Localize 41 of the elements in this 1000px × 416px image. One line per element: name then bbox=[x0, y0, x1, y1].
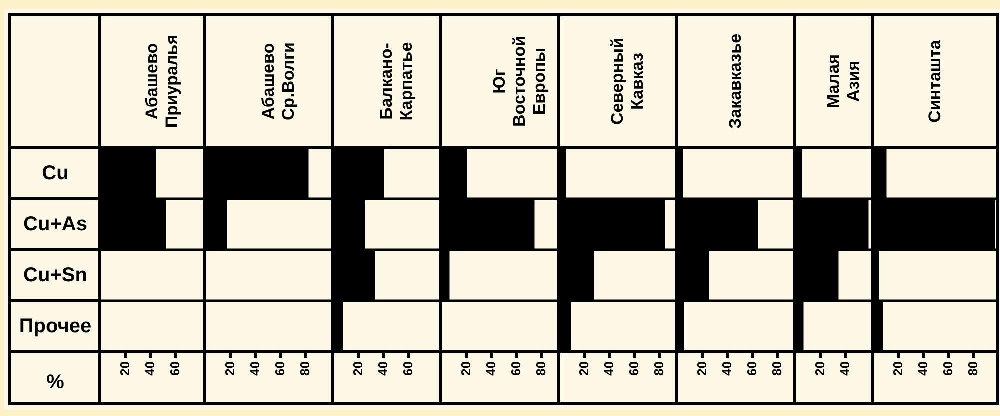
x-tick-label: 40 bbox=[720, 362, 734, 376]
x-tick-label: 40 bbox=[484, 362, 498, 376]
x-tick-label: 40 bbox=[376, 362, 390, 376]
x-tick-label: 60 bbox=[168, 362, 182, 376]
x-tick-label: 60 bbox=[940, 362, 956, 376]
x-tick-label: 20 bbox=[118, 362, 132, 376]
x-tick-label: 20 bbox=[890, 362, 906, 376]
x-axis-title: % bbox=[46, 372, 65, 394]
x-tick-label: 80 bbox=[770, 362, 784, 376]
x-tick-label: 80 bbox=[652, 362, 666, 376]
x-tick-label: 20 bbox=[694, 362, 710, 376]
y-tick-label: Cu bbox=[42, 162, 69, 184]
chart-title: Балкано-Карпатье bbox=[376, 42, 416, 121]
x-tick-label: 80 bbox=[966, 362, 980, 376]
chart-title: Малая Азия bbox=[824, 54, 863, 108]
x-tick-label: 40 bbox=[248, 362, 262, 376]
x-tick-label: 80 bbox=[534, 362, 548, 376]
chart-title: Синташта bbox=[926, 40, 944, 123]
x-tick-label: 60 bbox=[272, 362, 288, 376]
x-tick-label: 80 bbox=[298, 362, 312, 376]
x-tick-label: 40 bbox=[916, 362, 930, 376]
x-tick-label: 20 bbox=[350, 362, 366, 376]
x-tick-label: 20 bbox=[222, 362, 238, 376]
x-tick-label: 60 bbox=[508, 362, 524, 376]
y-tick-label: Прочее bbox=[19, 316, 92, 338]
x-tick-label: 20 bbox=[576, 362, 592, 376]
x-tick-label: 60 bbox=[744, 362, 760, 376]
x-tick-label: 60 bbox=[400, 362, 416, 376]
chart-title: Юг Восточной Европы bbox=[490, 36, 549, 127]
chart-title: Северный Кавказ bbox=[608, 38, 647, 126]
x-tick-label: 40 bbox=[838, 362, 852, 376]
chart-title: Абашево Приуралья bbox=[142, 34, 182, 128]
x-tick-label: 40 bbox=[602, 362, 616, 376]
x-tick-label: 60 bbox=[626, 362, 642, 376]
x-tick-label: 20 bbox=[812, 362, 828, 376]
y-tick-label: Cu+As bbox=[24, 214, 88, 236]
x-tick-label: 40 bbox=[142, 362, 158, 376]
x-tick-label: 20 bbox=[458, 362, 474, 376]
y-tick-label: Cu+Sn bbox=[24, 264, 88, 286]
chart-title: Закавказье bbox=[726, 34, 745, 130]
chart-title: Абашево Ср.Волги bbox=[258, 42, 298, 120]
